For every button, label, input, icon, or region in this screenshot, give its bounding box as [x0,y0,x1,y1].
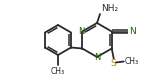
Text: NH₂: NH₂ [101,4,118,13]
Text: CH₃: CH₃ [125,57,139,66]
Text: CH₃: CH₃ [51,66,65,76]
Text: N: N [94,53,101,62]
Text: N: N [129,27,135,36]
Text: S: S [111,60,117,68]
Text: N: N [79,26,85,36]
